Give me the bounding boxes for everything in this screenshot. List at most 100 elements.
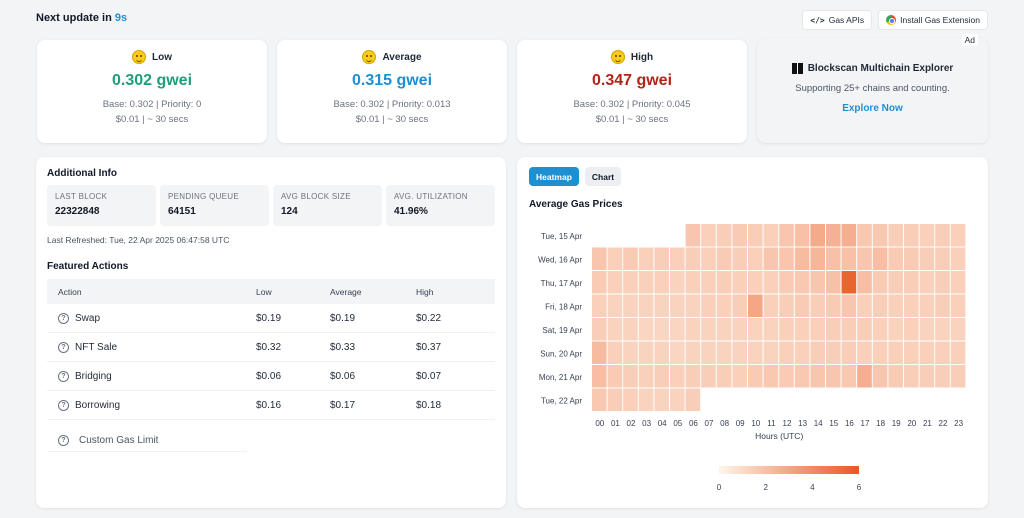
heatmap-cell[interactable]: [685, 271, 701, 294]
heatmap-cell[interactable]: [638, 247, 654, 271]
heatmap-cell[interactable]: [872, 365, 888, 388]
heatmap-cell[interactable]: [919, 224, 935, 247]
heatmap-cell[interactable]: [872, 247, 888, 271]
heatmap-cell[interactable]: [732, 341, 747, 365]
heatmap-cell[interactable]: [607, 388, 623, 412]
heatmap-cell[interactable]: [685, 224, 701, 247]
heatmap-cell[interactable]: [701, 271, 716, 294]
heatmap-cell[interactable]: [638, 294, 654, 318]
tab-heatmap[interactable]: Heatmap: [529, 167, 579, 186]
heatmap-cell[interactable]: [872, 294, 888, 318]
heatmap-cell[interactable]: [638, 318, 654, 341]
heatmap-cell[interactable]: [826, 318, 841, 341]
heatmap-cell[interactable]: [716, 247, 732, 271]
heatmap-cell[interactable]: [763, 341, 779, 365]
heatmap-cell[interactable]: [638, 341, 654, 365]
heatmap-cell[interactable]: [607, 365, 623, 388]
heatmap-cell[interactable]: [950, 318, 966, 341]
heatmap-cell[interactable]: [623, 341, 638, 365]
heatmap-cell[interactable]: [888, 224, 903, 247]
heatmap-cell[interactable]: [950, 341, 966, 365]
heatmap-cell[interactable]: [810, 224, 825, 247]
heatmap-cell[interactable]: [623, 294, 638, 318]
tab-chart[interactable]: Chart: [584, 167, 622, 186]
heatmap-cell[interactable]: [841, 271, 857, 294]
explore-now-link[interactable]: Explore Now: [842, 103, 903, 114]
heatmap-cell[interactable]: [748, 341, 763, 365]
heatmap-cell[interactable]: [841, 341, 857, 365]
heatmap-cell[interactable]: [857, 341, 872, 365]
heatmap-cell[interactable]: [841, 294, 857, 318]
heatmap-cell[interactable]: [872, 224, 888, 247]
heatmap-cell[interactable]: [919, 341, 935, 365]
heatmap-cell[interactable]: [763, 224, 779, 247]
heatmap-cell[interactable]: [810, 318, 825, 341]
heatmap-cell[interactable]: [701, 318, 716, 341]
heatmap-cell[interactable]: [592, 271, 607, 294]
custom-gas-limit-button[interactable]: ? Custom Gas Limit: [47, 429, 247, 452]
heatmap-cell[interactable]: [654, 365, 669, 388]
heatmap-cell[interactable]: [670, 341, 685, 365]
heatmap-cell[interactable]: [810, 294, 825, 318]
heatmap-cell[interactable]: [857, 247, 872, 271]
heatmap-cell[interactable]: [919, 365, 935, 388]
heatmap-cell[interactable]: [592, 247, 607, 271]
heatmap-cell[interactable]: [872, 271, 888, 294]
heatmap-cell[interactable]: [919, 247, 935, 271]
heatmap-cell[interactable]: [763, 294, 779, 318]
heatmap-cell[interactable]: [623, 318, 638, 341]
heatmap-cell[interactable]: [841, 247, 857, 271]
heatmap-cell[interactable]: [654, 388, 669, 412]
heatmap-cell[interactable]: [623, 247, 638, 271]
heatmap-cell[interactable]: [716, 271, 732, 294]
heatmap-cell[interactable]: [826, 271, 841, 294]
heatmap-cell[interactable]: [935, 341, 950, 365]
heatmap-cell[interactable]: [841, 365, 857, 388]
heatmap-cell[interactable]: [904, 341, 919, 365]
heatmap-cell[interactable]: [779, 318, 794, 341]
heatmap-cell[interactable]: [670, 271, 685, 294]
heatmap-cell[interactable]: [794, 294, 810, 318]
heatmap-cell[interactable]: [919, 318, 935, 341]
heatmap-cell[interactable]: [950, 247, 966, 271]
heatmap-cell[interactable]: [748, 224, 763, 247]
heatmap-cell[interactable]: [592, 341, 607, 365]
heatmap-cell[interactable]: [888, 247, 903, 271]
heatmap-cell[interactable]: [670, 247, 685, 271]
heatmap-cell[interactable]: [904, 247, 919, 271]
heatmap-cell[interactable]: [623, 271, 638, 294]
heatmap-cell[interactable]: [826, 341, 841, 365]
heatmap-cell[interactable]: [841, 224, 857, 247]
heatmap-cell[interactable]: [685, 341, 701, 365]
heatmap-cell[interactable]: [592, 388, 607, 412]
gas-apis-button[interactable]: </> Gas APIs: [802, 10, 873, 30]
heatmap-cell[interactable]: [888, 341, 903, 365]
heatmap-cell[interactable]: [810, 341, 825, 365]
heatmap-cell[interactable]: [670, 365, 685, 388]
install-extension-button[interactable]: Install Gas Extension: [878, 10, 988, 30]
heatmap-cell[interactable]: [607, 341, 623, 365]
heatmap-cell[interactable]: [857, 224, 872, 247]
heatmap-cell[interactable]: [716, 365, 732, 388]
heatmap-cell[interactable]: [857, 271, 872, 294]
heatmap-cell[interactable]: [654, 318, 669, 341]
heatmap-cell[interactable]: [623, 365, 638, 388]
heatmap-cell[interactable]: [872, 341, 888, 365]
heatmap-cell[interactable]: [685, 247, 701, 271]
heatmap-cell[interactable]: [701, 365, 716, 388]
heatmap-cell[interactable]: [670, 294, 685, 318]
heatmap-cell[interactable]: [904, 365, 919, 388]
heatmap-cell[interactable]: [919, 271, 935, 294]
heatmap-cell[interactable]: [841, 318, 857, 341]
heatmap-cell[interactable]: [810, 247, 825, 271]
heatmap-cell[interactable]: [935, 271, 950, 294]
heatmap-cell[interactable]: [654, 247, 669, 271]
heatmap-cell[interactable]: [919, 294, 935, 318]
heatmap-cell[interactable]: [701, 294, 716, 318]
heatmap-cell[interactable]: [935, 294, 950, 318]
heatmap-cell[interactable]: [904, 318, 919, 341]
heatmap-cell[interactable]: [872, 318, 888, 341]
heatmap-cell[interactable]: [685, 388, 701, 412]
heatmap-cell[interactable]: [935, 247, 950, 271]
heatmap-cell[interactable]: [888, 294, 903, 318]
